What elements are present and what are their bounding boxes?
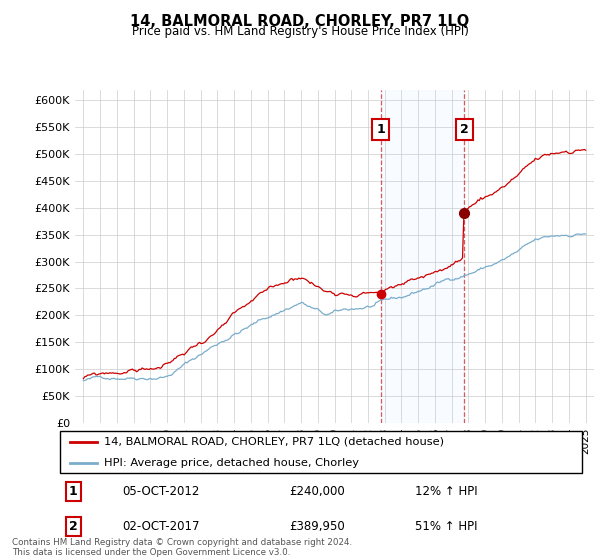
Text: 51% ↑ HPI: 51% ↑ HPI [415,520,478,533]
Text: 2: 2 [460,123,469,136]
Text: 14, BALMORAL ROAD, CHORLEY, PR7 1LQ: 14, BALMORAL ROAD, CHORLEY, PR7 1LQ [130,14,470,29]
Text: 2: 2 [68,520,77,533]
Text: 02-OCT-2017: 02-OCT-2017 [122,520,200,533]
Text: £389,950: £389,950 [290,520,346,533]
Bar [380,90,464,423]
Text: 1: 1 [376,123,385,136]
Text: £240,000: £240,000 [290,485,346,498]
Text: HPI: Average price, detached house, Chorley: HPI: Average price, detached house, Chor… [104,458,359,468]
Text: Contains HM Land Registry data © Crown copyright and database right 2024.
This d: Contains HM Land Registry data © Crown c… [12,538,352,557]
Text: 12% ↑ HPI: 12% ↑ HPI [415,485,478,498]
Text: 05-OCT-2012: 05-OCT-2012 [122,485,200,498]
Text: 14, BALMORAL ROAD, CHORLEY, PR7 1LQ (detached house): 14, BALMORAL ROAD, CHORLEY, PR7 1LQ (det… [104,437,445,447]
Text: Price paid vs. HM Land Registry's House Price Index (HPI): Price paid vs. HM Land Registry's House … [131,25,469,38]
Text: 1: 1 [68,485,77,498]
